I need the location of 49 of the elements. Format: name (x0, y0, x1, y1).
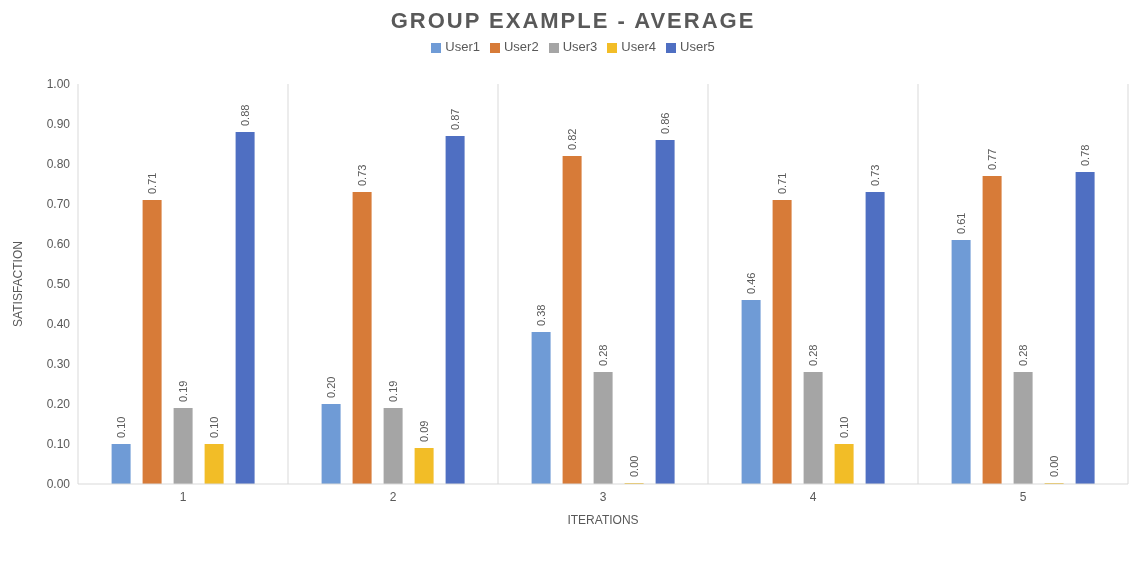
y-tick-label: 0.10 (46, 437, 71, 452)
y-tick-label: 0.30 (46, 357, 71, 372)
data-label: 0.38 (535, 304, 548, 326)
y-tick-label: 0.90 (46, 117, 71, 132)
data-label: 0.19 (387, 380, 400, 402)
legend-label: User1 (445, 39, 480, 54)
data-label: 0.86 (659, 112, 672, 134)
y-tick-label: 1.00 (46, 77, 71, 92)
data-label: 0.10 (115, 416, 128, 438)
data-label: 0.10 (208, 416, 221, 438)
data-label: 0.71 (146, 172, 159, 194)
data-label: 0.71 (776, 172, 789, 194)
x-tick-label: 4 (809, 489, 817, 504)
y-tick-label: 0.50 (46, 277, 71, 292)
data-label: 0.10 (838, 416, 851, 438)
data-label: 0.09 (418, 420, 431, 442)
data-label: 0.77 (986, 148, 999, 170)
data-label: 0.88 (239, 104, 252, 126)
legend-label: User2 (503, 39, 539, 54)
data-label: 0.61 (955, 212, 968, 234)
data-label: 0.20 (325, 376, 338, 398)
data-label: 0.19 (177, 380, 190, 402)
data-label: 0.73 (869, 164, 882, 186)
x-tick-label: 5 (1019, 489, 1027, 504)
x-tick-label: 3 (599, 489, 607, 504)
x-tick-label: 2 (389, 489, 397, 504)
y-tick-label: 0.80 (46, 157, 71, 172)
data-label: 0.00 (1048, 455, 1061, 477)
legend-label: User3 (562, 39, 598, 54)
x-axis-title: ITERATIONS (567, 513, 639, 527)
data-label: 0.28 (597, 344, 610, 366)
y-tick-label: 0.60 (46, 237, 71, 252)
legend-label: User5 (680, 39, 715, 54)
data-label: 0.78 (1079, 144, 1092, 166)
chart-title: GROUP EXAMPLE - AVERAGE (389, 8, 757, 34)
data-label: 0.82 (566, 128, 579, 150)
y-tick-label: 0.70 (46, 197, 71, 212)
data-label: 0.28 (807, 344, 820, 366)
y-axis-title: SATISFACTION (11, 241, 26, 327)
y-tick-label: 0.20 (46, 397, 71, 412)
y-tick-label: 0.40 (46, 317, 71, 332)
data-label: 0.87 (449, 108, 462, 130)
x-tick-label: 1 (179, 489, 187, 504)
legend-label: User4 (621, 39, 657, 54)
y-tick-label: 0.00 (46, 477, 71, 492)
data-label: 0.00 (628, 455, 641, 477)
data-label: 0.73 (356, 164, 369, 186)
data-label: 0.46 (745, 272, 758, 294)
data-label: 0.28 (1017, 344, 1030, 366)
